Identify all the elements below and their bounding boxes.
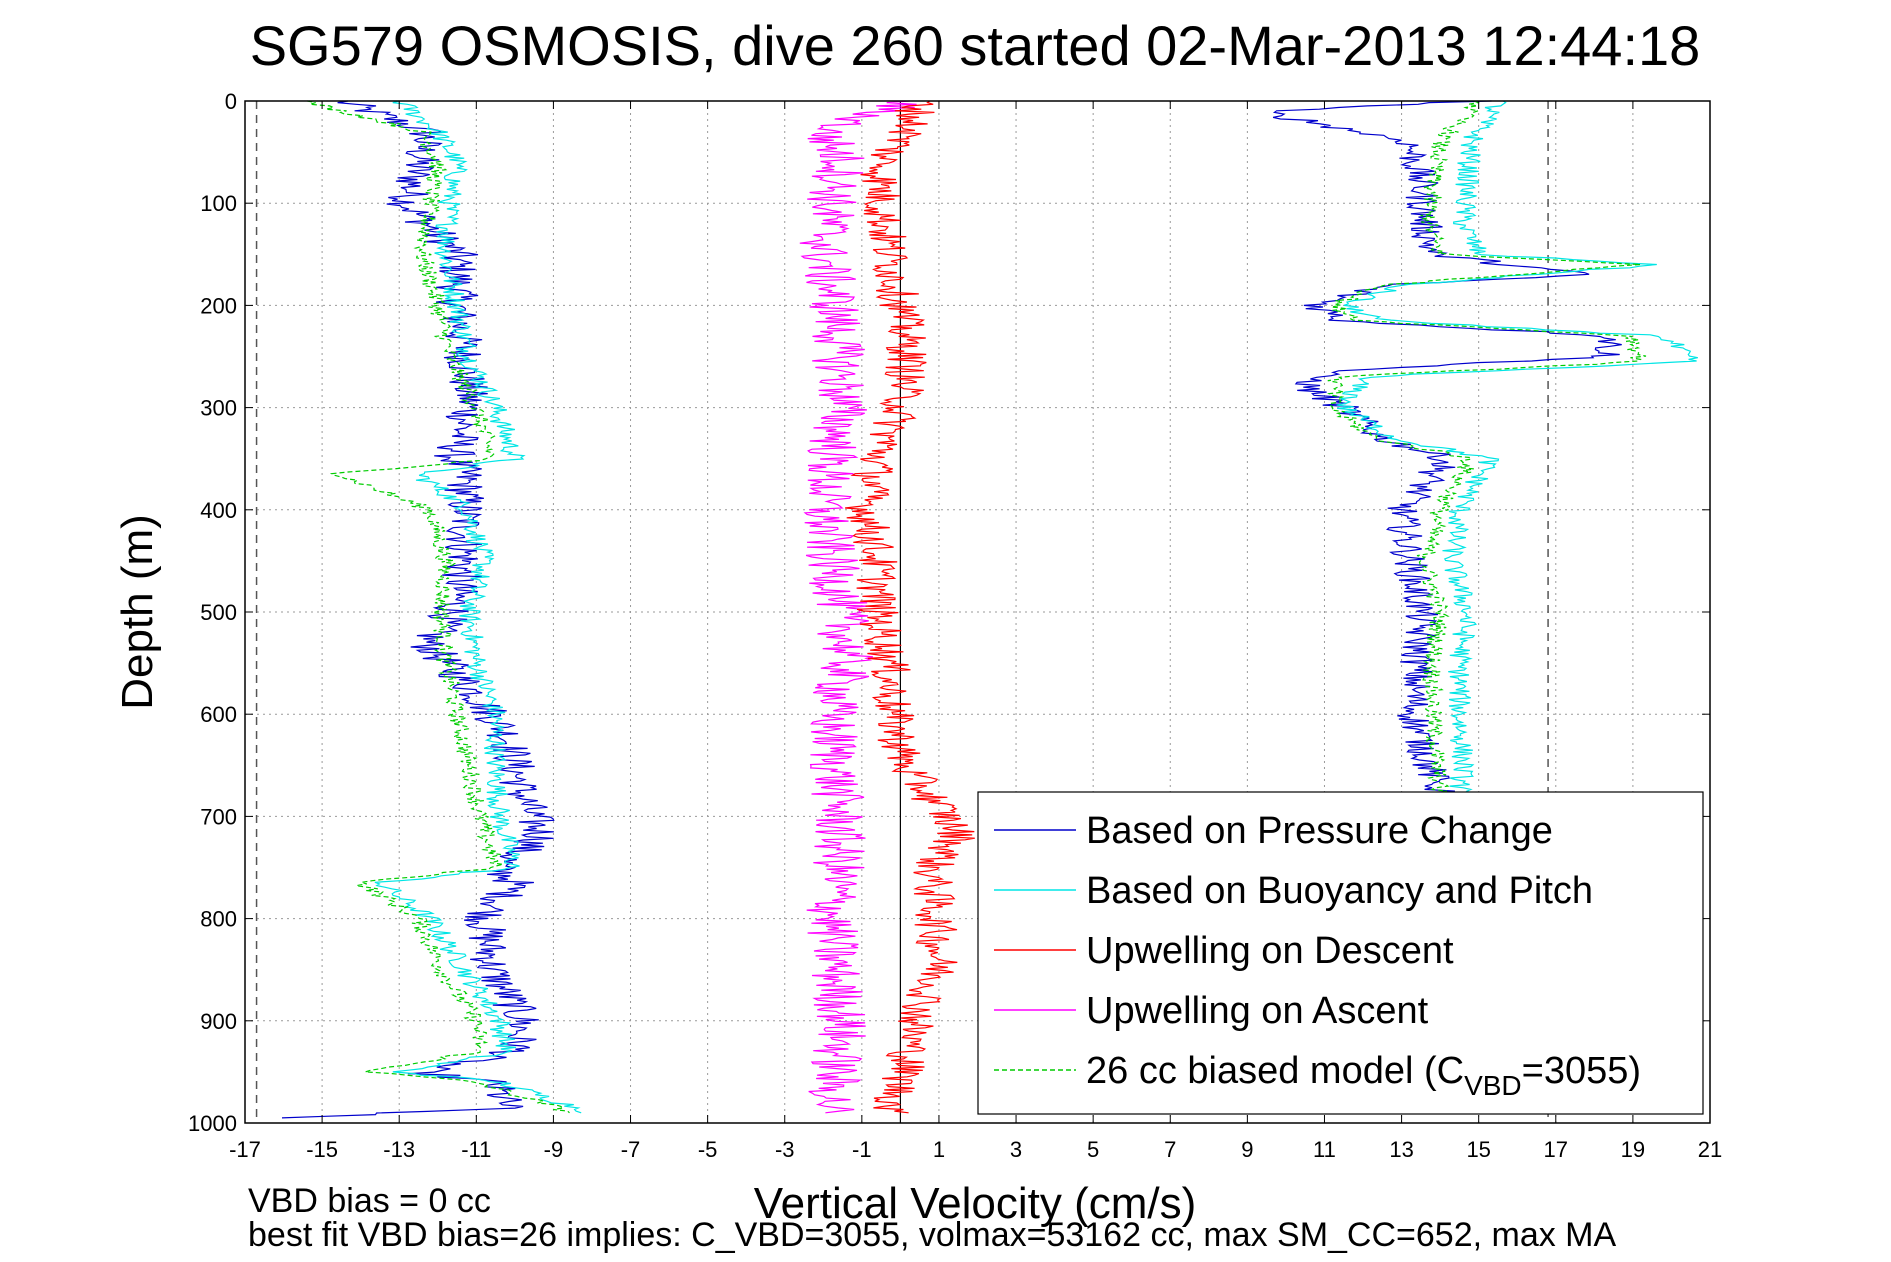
y-axis-label: Depth (m) [113,514,162,710]
series-line-2 [307,100,570,1114]
chart-title: SG579 OSMOSIS, dive 260 started 02-Mar-2… [250,14,1701,77]
x-tick-label: -3 [775,1137,795,1162]
series-line-5 [1327,100,1647,797]
y-tick-label: 0 [225,89,237,114]
x-tick-label: -1 [852,1137,872,1162]
y-tick-label: 200 [200,293,237,318]
y-tick-label: 700 [200,804,237,829]
x-tick-label: 17 [1544,1137,1568,1162]
x-tick-label: 7 [1164,1137,1176,1162]
x-tick-label: -5 [698,1137,718,1162]
x-tick-label: 21 [1698,1137,1722,1162]
legend-entry-model: 26 cc biased model (CVBD=3055) [1086,1050,1641,1101]
y-tick-label: 300 [200,396,237,421]
x-tick-label: 3 [1010,1137,1022,1162]
legend-entry: Based on Buoyancy and Pitch [1086,870,1593,912]
x-axis-ticks: -17 -15 -13 -11 -9 -7 -5 -3 -1 1 3 5 7 9 11 13 15 17 19 21 [229,101,1722,1162]
series-line-6 [799,100,917,1114]
legend: Based on Pressure Change Based on Buoyanc… [977,791,1704,1115]
legend-entry: Upwelling on Descent [1086,930,1454,972]
series-line-4 [1336,100,1698,797]
footer-vbd-bias: VBD bias = 0 cc [248,1182,491,1220]
x-axis-label: Vertical Velocity (cm/s) [754,1179,1197,1228]
y-tick-label: 900 [200,1009,237,1034]
x-tick-label: 5 [1087,1137,1099,1162]
y-tick-label: 1000 [188,1111,237,1136]
reference-lines [255,101,1549,1123]
x-tick-label: 13 [1389,1137,1413,1162]
x-tick-label: -15 [306,1137,338,1162]
x-tick-label: -7 [621,1137,641,1162]
y-tick-label: 500 [200,600,237,625]
series-layer [281,100,1698,1119]
series-line-0 [281,100,555,1119]
footer-best-fit: best fit VBD bias=26 implies: C_VBD=3055… [248,1216,1617,1254]
x-tick-label: 11 [1313,1137,1336,1162]
legend-entry: Upwelling on Ascent [1086,990,1429,1032]
x-tick-label: -17 [229,1137,261,1162]
x-tick-label: 19 [1621,1137,1645,1162]
x-tick-label: -9 [544,1137,564,1162]
series-line-3 [1272,100,1622,797]
x-tick-label: 1 [933,1137,945,1162]
y-axis-ticks: 0 100 200 300 400 500 600 700 800 900 1000 [188,89,1710,1136]
x-tick-label: -13 [383,1137,415,1162]
x-tick-label: 15 [1466,1137,1490,1162]
y-tick-label: 800 [200,907,237,932]
series-line-7 [845,100,975,1114]
y-tick-label: 600 [200,702,237,727]
x-tick-label: -11 [461,1137,491,1162]
y-tick-label: 400 [200,498,237,523]
y-tick-label: 100 [200,191,237,216]
legend-entry: Based on Pressure Change [1086,810,1553,852]
legend-box [977,791,1704,1115]
series-line-1 [374,100,582,1114]
x-tick-label: 9 [1241,1137,1253,1162]
